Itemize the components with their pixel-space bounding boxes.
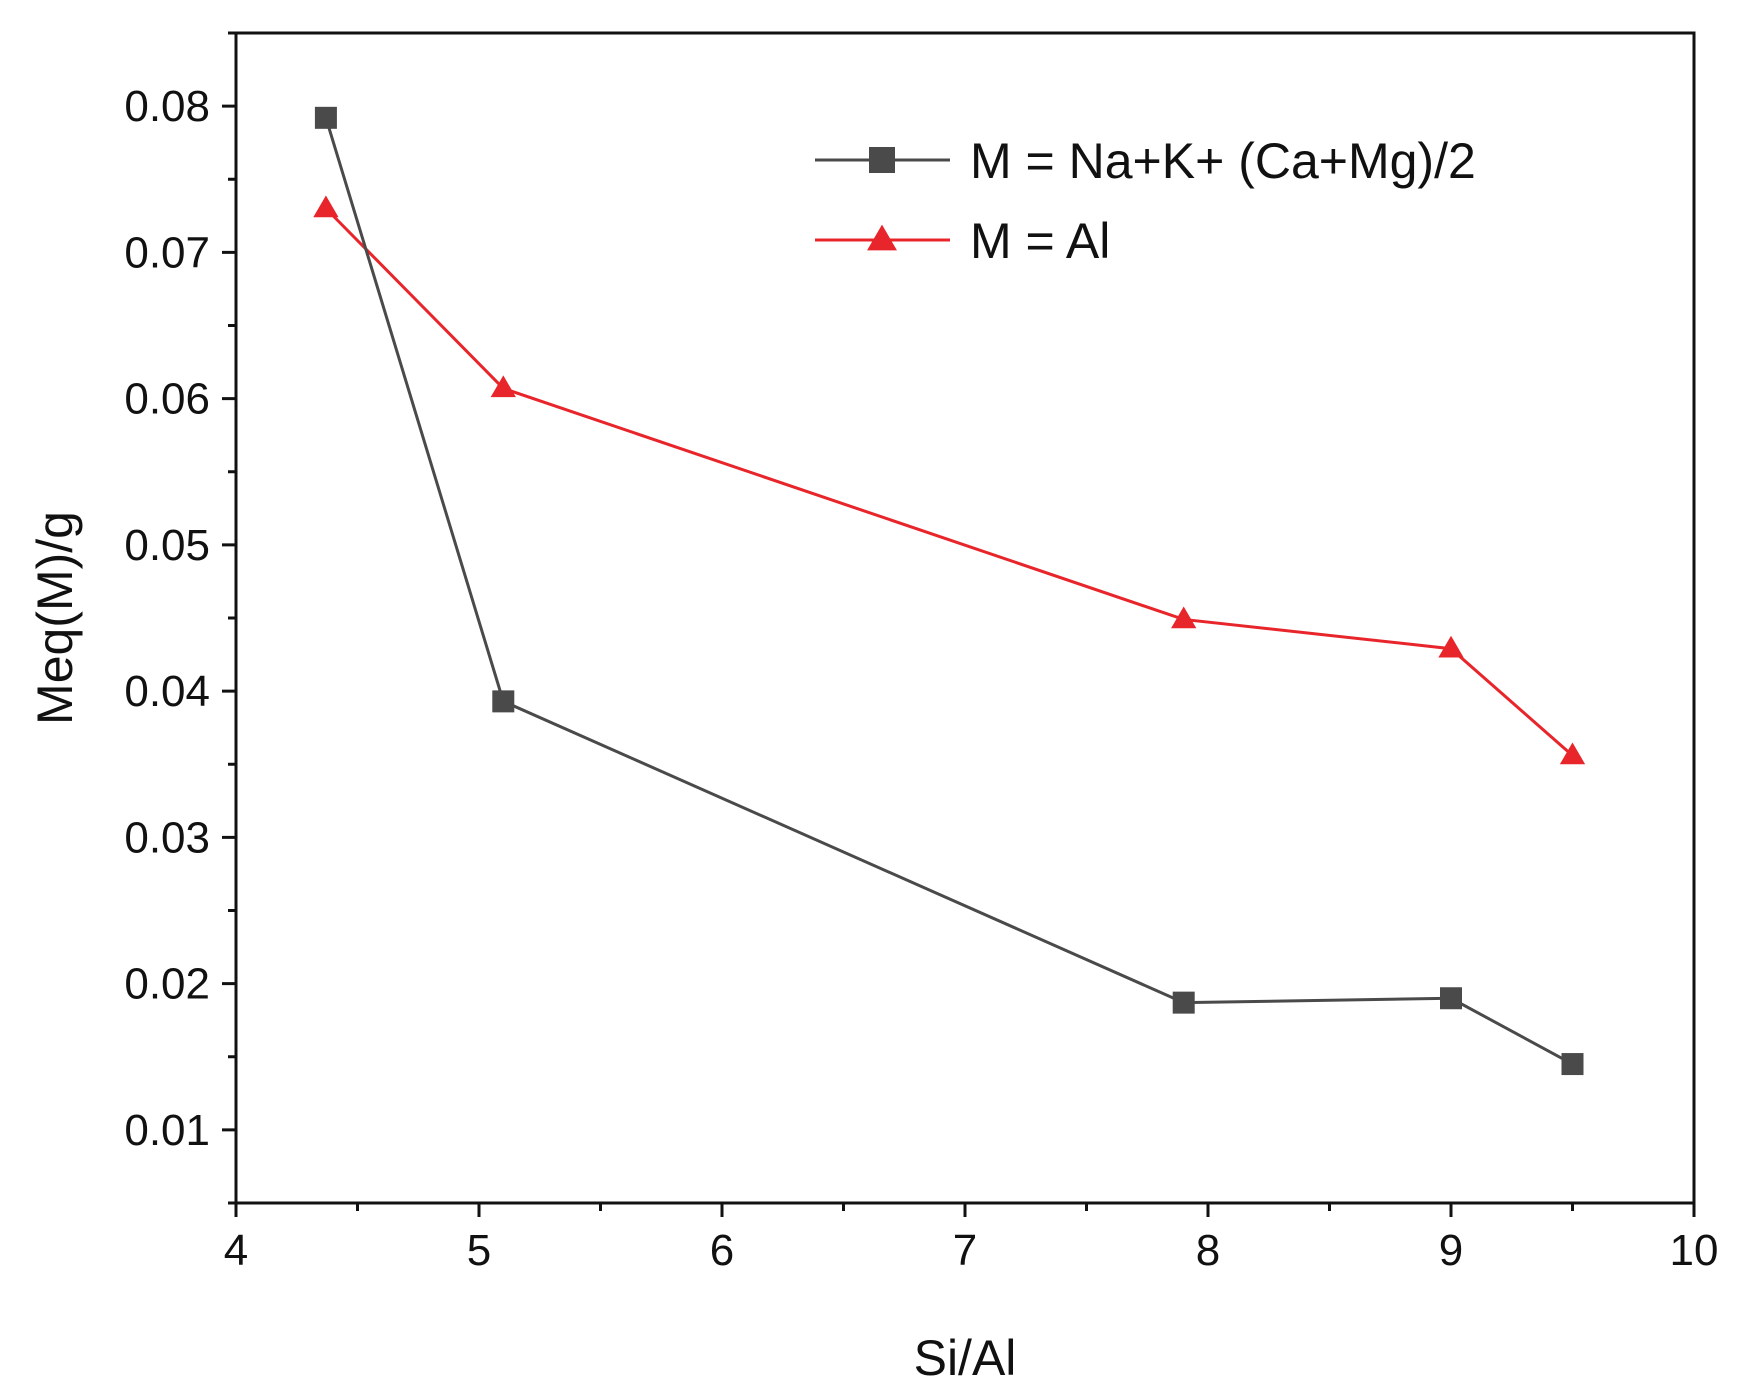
data-point-triangle bbox=[867, 224, 897, 251]
y-tick-label: 0.07 bbox=[124, 228, 210, 277]
series-al bbox=[313, 195, 1586, 765]
x-tick-label: 10 bbox=[1670, 1226, 1719, 1275]
data-point-square bbox=[314, 106, 337, 129]
plot-frame bbox=[234, 31, 1696, 1205]
data-point-square bbox=[869, 147, 895, 173]
data-point-square bbox=[492, 690, 515, 713]
legend-item: M = Al bbox=[815, 213, 1110, 269]
y-axis-title: Meq(M)/g bbox=[27, 511, 83, 725]
data-point-square bbox=[1561, 1053, 1584, 1076]
legend-label: M = Al bbox=[970, 213, 1110, 269]
y-tick-label: 0.01 bbox=[124, 1106, 210, 1155]
legend-label: M = Na+K+ (Ca+Mg)/2 bbox=[970, 133, 1476, 189]
series-line bbox=[324, 207, 1574, 757]
y-axis-ticks: 0.01 0.02 0.03 0.04 0.05 0.06 0.07 0.08 bbox=[124, 31, 236, 1205]
data-point-square bbox=[1172, 991, 1195, 1014]
x-tick-label: 4 bbox=[224, 1226, 248, 1275]
y-tick-label: 0.03 bbox=[124, 813, 210, 862]
legend: M = Na+K+ (Ca+Mg)/2 M = Al bbox=[815, 133, 1476, 269]
x-axis-ticks: 4 5 6 7 8 9 10 bbox=[224, 1203, 1719, 1275]
x-tick-label: 9 bbox=[1439, 1226, 1463, 1275]
data-point-triangle bbox=[1559, 742, 1586, 765]
data-point-triangle bbox=[490, 375, 516, 398]
data-point-triangle bbox=[1171, 606, 1197, 629]
y-tick-label: 0.04 bbox=[124, 667, 210, 716]
x-tick-label: 6 bbox=[710, 1226, 734, 1275]
x-axis-title: Si/Al bbox=[914, 1330, 1017, 1386]
data-point-triangle bbox=[313, 195, 339, 218]
y-tick-label: 0.05 bbox=[124, 521, 210, 570]
axes bbox=[234, 31, 1696, 1205]
series-layer bbox=[313, 106, 1586, 1076]
legend-item: M = Na+K+ (Ca+Mg)/2 bbox=[815, 133, 1476, 189]
y-tick-label: 0.08 bbox=[124, 82, 210, 131]
data-point-square bbox=[1440, 987, 1462, 1010]
x-tick-label: 5 bbox=[467, 1226, 491, 1275]
x-tick-label: 7 bbox=[953, 1226, 977, 1275]
series-na-k-ca-mg bbox=[314, 106, 1584, 1076]
series-line bbox=[324, 117, 1574, 1066]
y-tick-label: 0.02 bbox=[124, 960, 210, 1009]
data-point-triangle bbox=[1438, 635, 1464, 658]
x-tick-label: 8 bbox=[1196, 1226, 1220, 1275]
y-tick-label: 0.06 bbox=[124, 375, 210, 424]
